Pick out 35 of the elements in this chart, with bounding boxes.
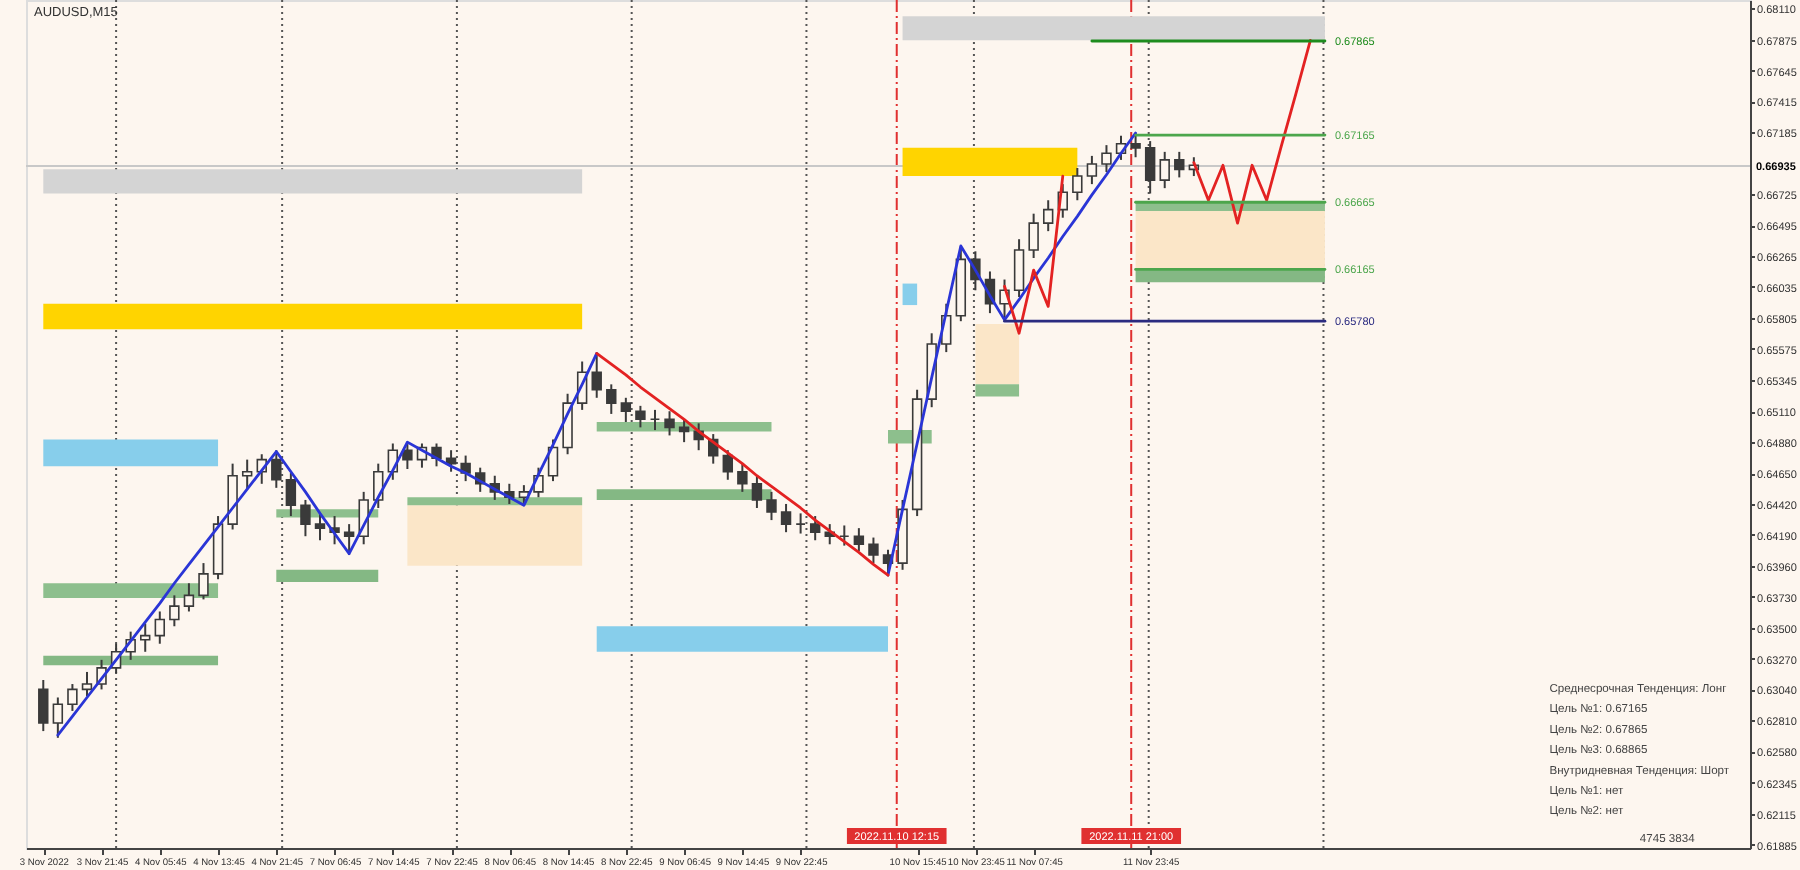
- candlestick: [809, 515, 821, 542]
- candlestick: [300, 498, 311, 538]
- candlestick: [314, 511, 326, 542]
- candlestick: [1101, 144, 1112, 174]
- candlestick: [1086, 154, 1098, 186]
- candlestick: [722, 449, 734, 481]
- candlestick: [853, 527, 865, 552]
- candlestick: [591, 352, 602, 399]
- candlestick: [183, 582, 195, 613]
- candlestick: [664, 410, 675, 437]
- candlestick: [67, 683, 78, 712]
- candlestick: [402, 441, 413, 471]
- candlestick: [1159, 150, 1170, 190]
- candlestick: [751, 474, 763, 509]
- candlestick: [198, 562, 209, 601]
- candlestick: [1174, 150, 1185, 179]
- candlestick: [81, 670, 93, 698]
- candlestick: [154, 610, 166, 645]
- candlestick: [635, 404, 646, 429]
- candlestick: [737, 462, 748, 493]
- candlestick: [52, 696, 64, 739]
- candlestick: [285, 472, 297, 518]
- candlestick: [1130, 132, 1141, 159]
- candlestick: [620, 396, 632, 423]
- candlestick: [1144, 140, 1156, 195]
- candlestick: [169, 594, 180, 628]
- candlestick: [38, 679, 49, 733]
- candlestick: [780, 502, 792, 534]
- candlestick: [766, 490, 777, 522]
- candlestick: [445, 449, 457, 473]
- candlestick: [271, 449, 282, 489]
- candlestick: [1072, 166, 1083, 202]
- candlestick: [606, 383, 617, 415]
- candlestick: [241, 458, 253, 491]
- candlestick: [868, 536, 879, 565]
